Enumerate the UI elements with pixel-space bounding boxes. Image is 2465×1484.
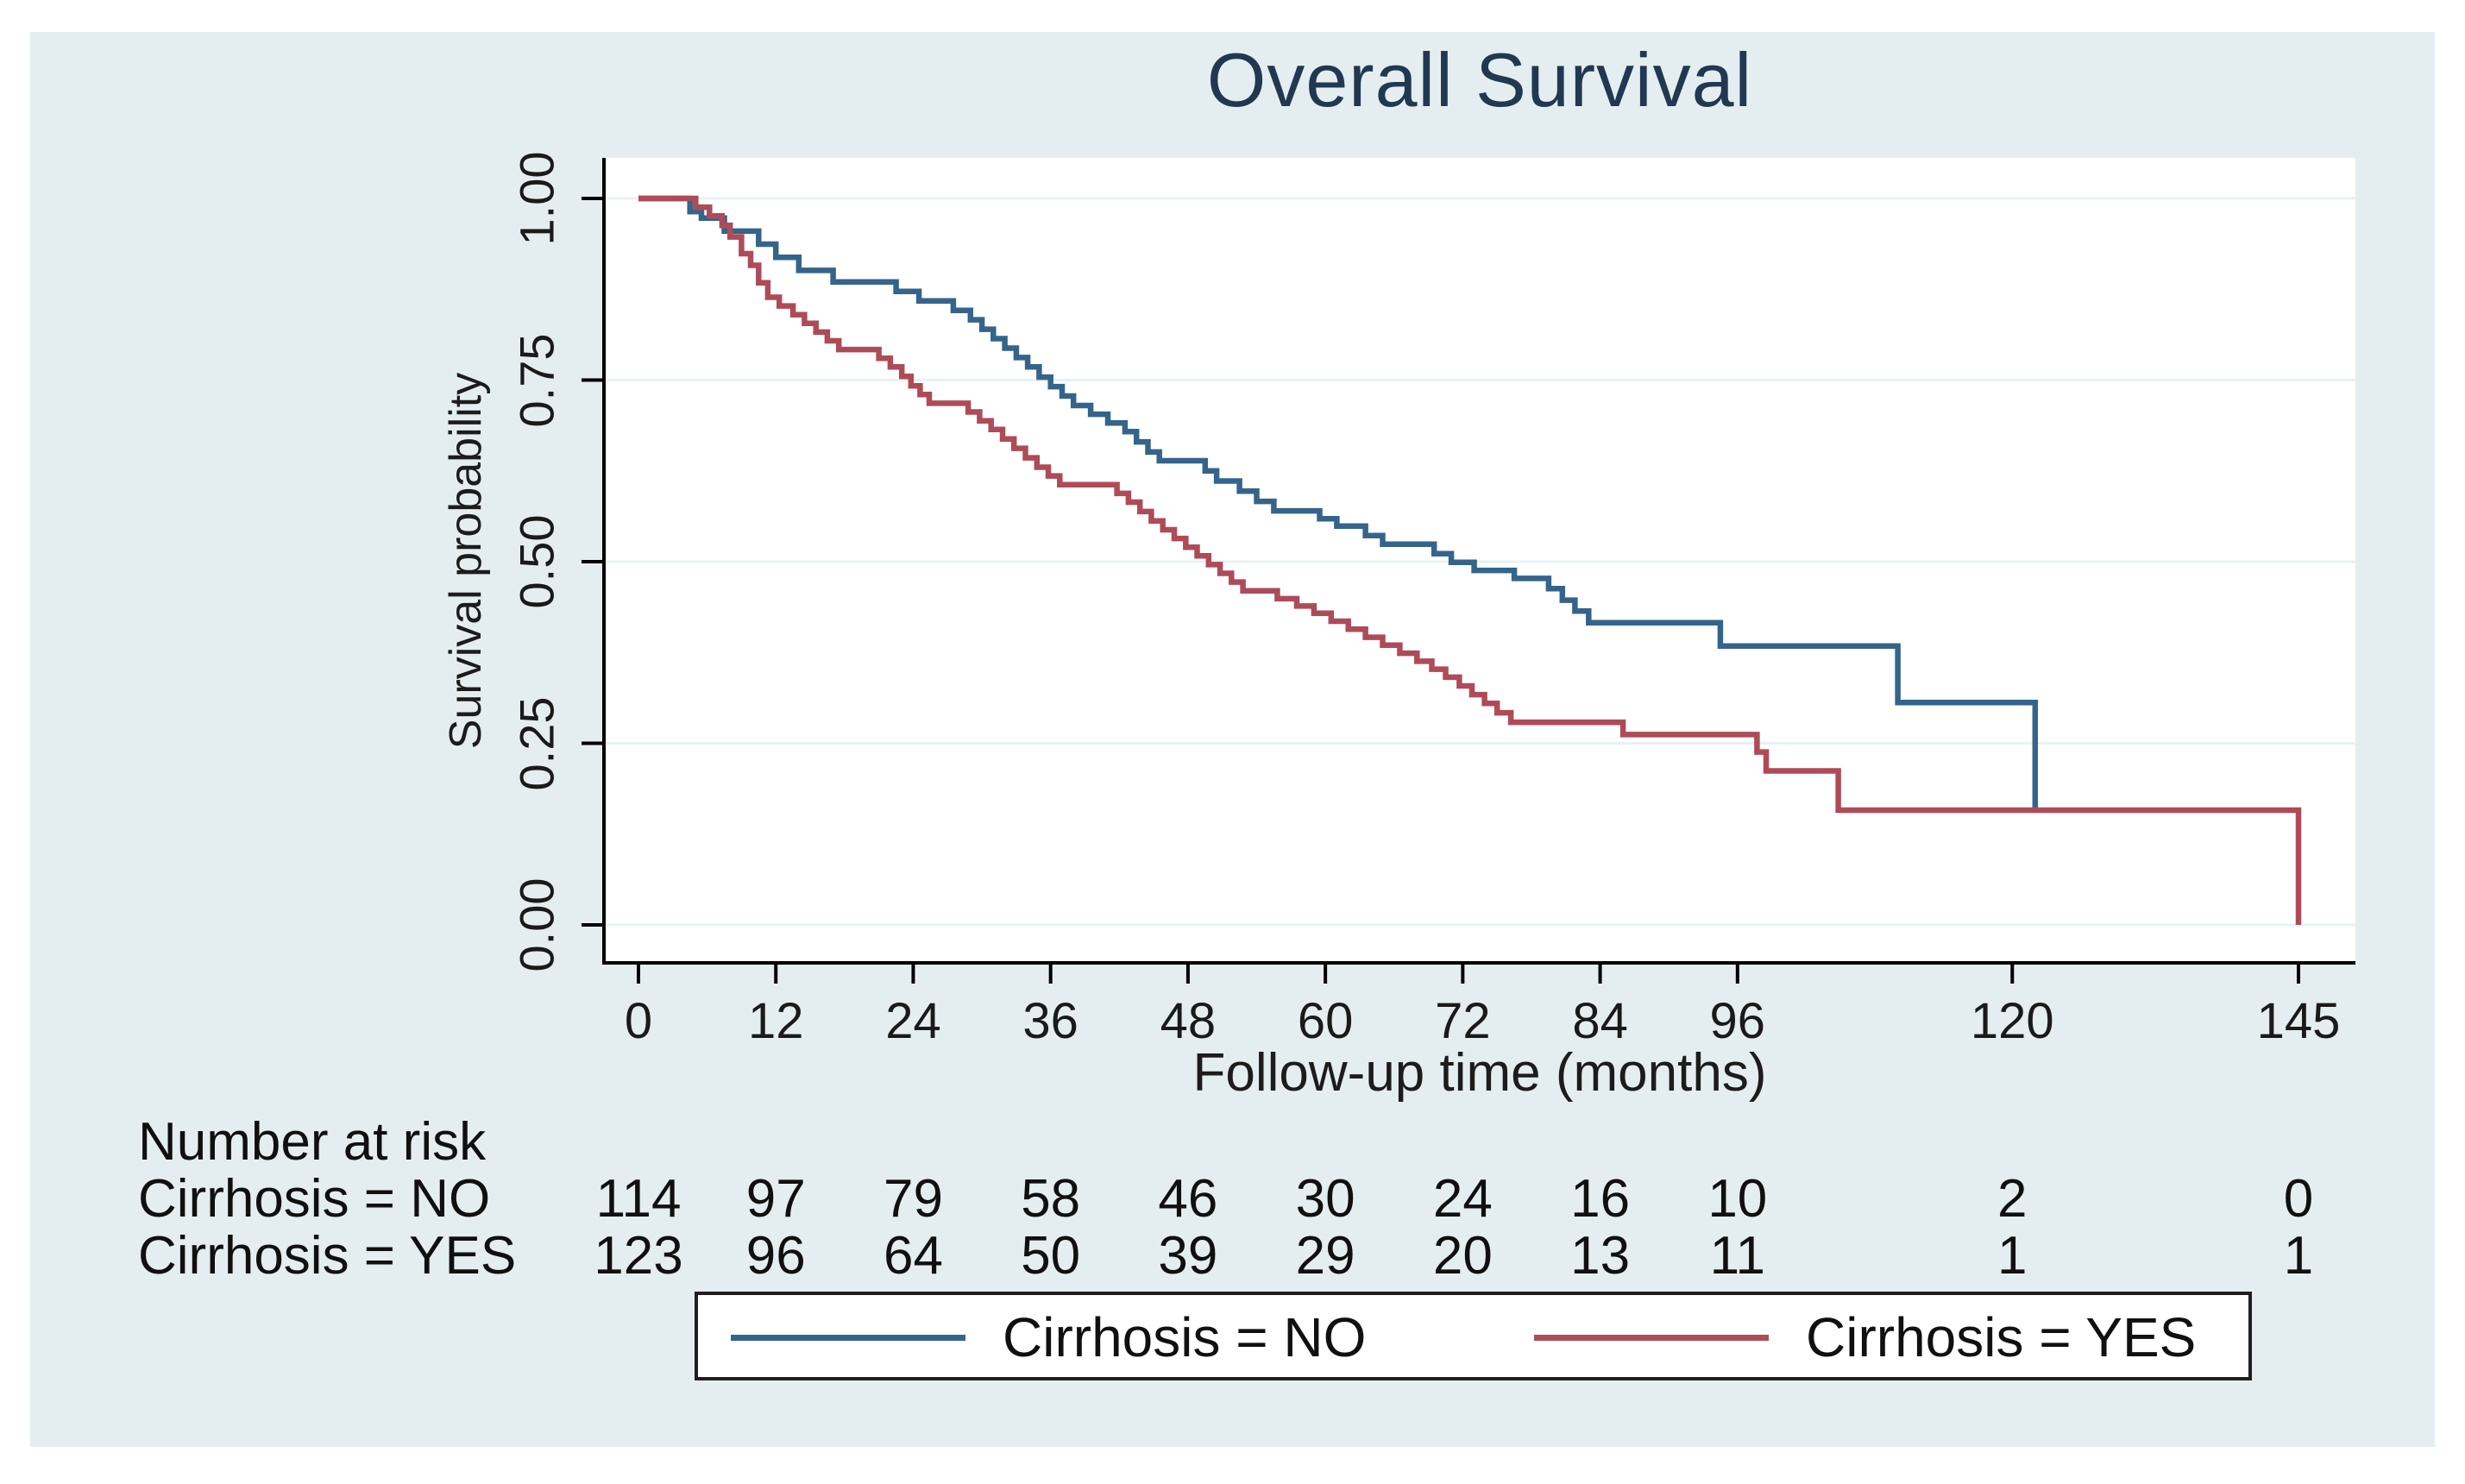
risk-count: 123 [594,1226,683,1286]
risk-count: 20 [1432,1226,1493,1286]
x-tick-label: 84 [1572,993,1628,1049]
y-tick-label: 0.75 [509,333,564,427]
risk-count: 114 [595,1169,682,1229]
x-tick-label: 24 [885,993,941,1049]
x-tick-label: 120 [1970,993,2054,1049]
risk-count: 50 [1021,1226,1081,1286]
x-axis-title: Follow-up time (months) [1192,1043,1767,1103]
risk-count: 16 [1570,1169,1631,1229]
risk-count: 24 [1432,1169,1493,1229]
x-tick-label: 0 [624,993,653,1049]
y-tick-label: 1.00 [509,151,564,246]
y-tick-label: 0.25 [509,696,564,790]
y-tick-label: 0.00 [509,877,564,972]
risk-row-label-yes: Cirrhosis = YES [138,1226,517,1286]
risk-count: 64 [883,1226,943,1286]
y-axis-title: Survival probability [441,372,491,750]
risk-count: 46 [1158,1169,1218,1229]
risk-count: 30 [1295,1169,1355,1229]
legend-line-swatch-yes [1534,1335,1769,1341]
risk-count: 13 [1570,1226,1631,1286]
risk-count: 58 [1021,1169,1081,1229]
legend: Cirrhosis = NO Cirrhosis = YES [695,1292,2252,1380]
x-tick-label: 60 [1297,993,1354,1049]
risk-count: 10 [1707,1169,1768,1229]
km-curve-yes [638,195,2302,925]
x-tick-label: 12 [747,993,804,1049]
risk-count: 39 [1158,1226,1218,1286]
risk-row-label-no: Cirrhosis = NO [138,1169,491,1229]
risk-count: 29 [1295,1226,1355,1286]
legend-label-no: Cirrhosis = NO [1003,1306,1367,1368]
risk-table-header: Number at risk [138,1112,487,1172]
x-tick-label: 72 [1435,993,1491,1049]
risk-count: 1 [2283,1226,2314,1286]
x-tick-label: 96 [1709,993,1766,1049]
page-title: Overall Survival [1206,37,1753,123]
x-tick-label: 145 [2256,993,2341,1049]
risk-count: 96 [745,1226,806,1286]
legend-label-yes: Cirrhosis = YES [1806,1306,2197,1368]
risk-count: 2 [1997,1169,2028,1229]
x-tick-label: 36 [1022,993,1078,1049]
risk-count: 11 [1709,1226,1765,1286]
km-curve-no [638,195,2039,813]
risk-count: 97 [745,1169,806,1229]
risk-count: 1 [1997,1226,2028,1286]
x-tick-label: 48 [1160,993,1217,1049]
risk-count: 79 [883,1169,943,1229]
risk-count: 0 [2283,1169,2314,1229]
legend-line-swatch-no [731,1335,965,1341]
y-tick-label: 0.50 [509,514,564,609]
